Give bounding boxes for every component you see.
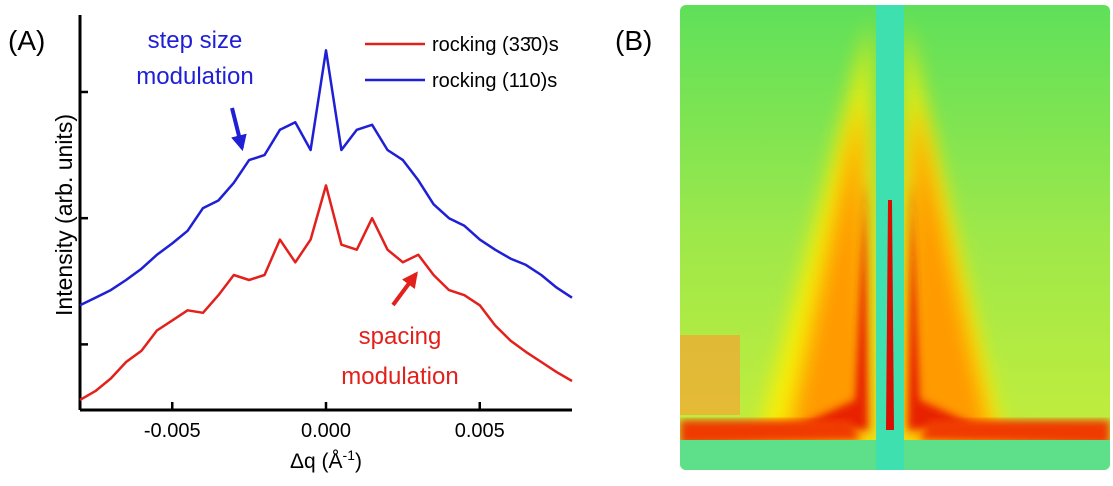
- x-tick-label: 0.000: [301, 420, 351, 442]
- legend-label: rocking (33̄0)s: [432, 34, 559, 56]
- x-axis-label-sup: -1: [343, 447, 356, 463]
- panel-label: (B): [615, 25, 652, 56]
- arrow: [230, 107, 247, 152]
- panel-label: (A): [8, 25, 45, 56]
- x-axis-label-main: Δq (Å: [290, 450, 343, 473]
- annotation: modulation: [136, 63, 253, 90]
- legend-label: rocking (110)s: [432, 70, 557, 92]
- annotation: spacing: [359, 323, 442, 350]
- series-line: [79, 184, 573, 401]
- heatmap: [680, 5, 1110, 470]
- arrow: [391, 271, 418, 307]
- annotation: step size: [148, 27, 243, 54]
- series-line: [79, 49, 573, 307]
- x-axis-label-end: ): [355, 450, 362, 473]
- x-axis-label: Δq (Å-1): [290, 447, 362, 473]
- annotation: modulation: [341, 363, 458, 390]
- x-tick-label: -0.005: [144, 420, 201, 442]
- x-tick-label: 0.005: [455, 420, 505, 442]
- y-axis-label: Intensity (arb. units): [51, 114, 77, 316]
